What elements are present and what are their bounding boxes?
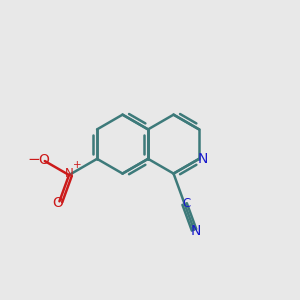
Text: N: N — [190, 224, 201, 238]
Text: O: O — [52, 196, 63, 210]
Text: C: C — [182, 197, 190, 211]
Text: N: N — [64, 167, 74, 180]
Text: −: − — [27, 152, 40, 167]
Text: +: + — [73, 160, 82, 170]
Text: N: N — [197, 152, 208, 166]
Text: O: O — [38, 153, 49, 166]
